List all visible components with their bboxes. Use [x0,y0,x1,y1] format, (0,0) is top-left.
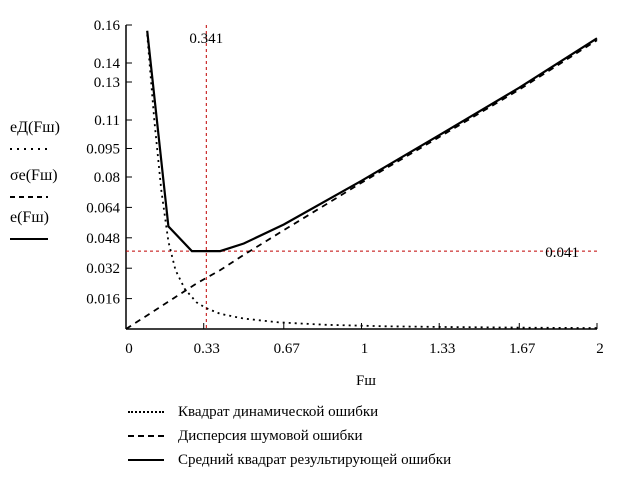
legend-item-total: Средний квадрат результирующей ошибки [128,448,451,472]
y-tick-label: 0.08 [94,170,120,186]
legend-item-dynamic: Квадрат динамической ошибки [128,400,451,424]
y-tick-label: 0.16 [94,18,121,34]
y-tick-label: 0.032 [86,261,120,277]
series-line-solid [146,30,598,253]
y-axis: 0.016 0.032 0.048 0.064 0.08 0.095 0.11 0.13 0.1… [86,18,132,308]
series-group [125,30,598,330]
y-tick-label: 0.14 [94,56,121,72]
marker-label-x: 0.341 [189,31,223,47]
legend: Квадрат динамической ошибки Дисперсия шу… [128,400,451,472]
marker-lines: 0.341 0.041 [126,25,597,329]
ylabel-total: e(Fш) [10,209,49,226]
x-tick-label: 1 [361,341,369,357]
x-axis: 0 0.33 0.67 1 1.33 1.67 2 [125,323,604,357]
y-tick-label: 0.11 [94,113,120,129]
legend-swatch-solid [128,459,164,461]
x-axis-label: Fш [356,373,376,389]
legend-label: Квадрат динамической ошибки [178,404,379,420]
y-tick-label: 0.048 [86,231,120,247]
x-tick-label: 1.67 [509,341,536,357]
marker-label-y: 0.041 [545,245,579,261]
x-tick-label: 0.67 [274,341,301,357]
legend-swatch-dotted [128,411,164,413]
y-tick-label: 0.064 [86,200,120,216]
legend-item-noise: Дисперсия шумовой ошибки [128,424,451,448]
series-line-dotted [146,34,598,329]
series-line-dashed [125,39,598,330]
legend-label: Средний квадрат результирующей ошибки [178,452,452,468]
legend-swatch-dashed [128,435,164,437]
plot-area [125,25,597,330]
y-tick-label: 0.095 [86,142,120,158]
x-tick-label: 0 [125,341,133,357]
y-tick-label: 0.016 [86,292,120,308]
legend-label: Дисперсия шумовой ошибки [178,428,363,444]
x-tick-label: 1.33 [429,341,455,357]
x-tick-label: 0.33 [194,341,220,357]
ylabel-dynamic: eД(Fш) [10,119,60,136]
x-tick-label: 2 [596,341,604,357]
y-tick-label: 0.13 [94,75,120,91]
ylabel-noise: σe(Fш) [10,167,58,184]
